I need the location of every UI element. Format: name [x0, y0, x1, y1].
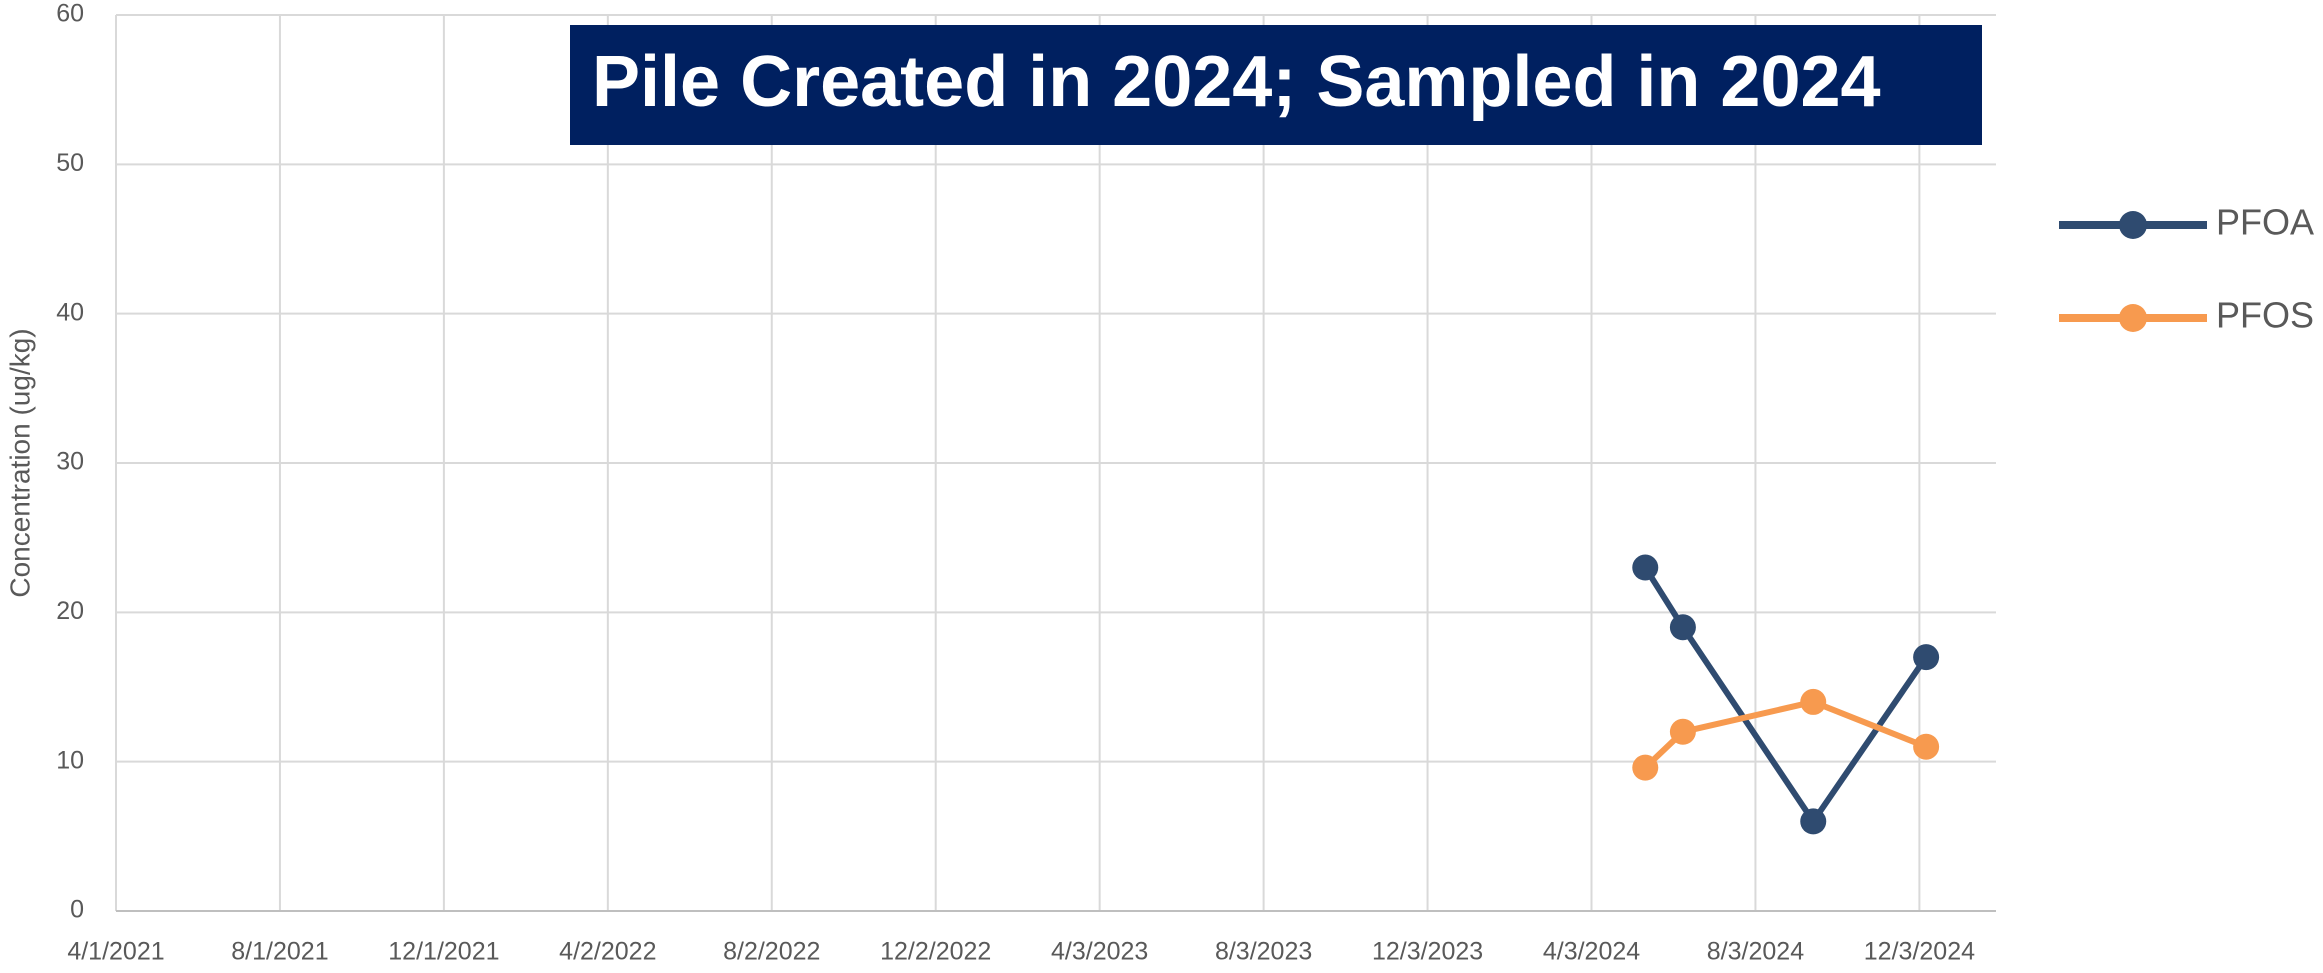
- y-tick-label: 60: [56, 0, 84, 28]
- legend-marker: [2119, 304, 2147, 332]
- y-tick-label: 20: [56, 597, 84, 625]
- x-tick-label: 8/2/2022: [723, 938, 820, 966]
- y-tick-label: 10: [56, 746, 84, 774]
- legend-label: PFOS: [2216, 295, 2314, 336]
- x-tick-label: 12/1/2021: [388, 938, 499, 966]
- x-tick-label: 4/1/2021: [67, 938, 164, 966]
- y-tick-label: 30: [56, 448, 84, 476]
- x-tick-label: 4/3/2024: [1543, 938, 1640, 966]
- x-tick-label: 4/3/2023: [1051, 938, 1148, 966]
- series-line: [1642, 565, 1929, 827]
- legend-label: PFOA: [2216, 202, 2314, 243]
- data-point: [1913, 644, 1940, 671]
- y-tick-label: 0: [70, 896, 84, 924]
- data-point: [1669, 718, 1696, 745]
- chart-title: Pile Created in 2024; Sampled in 2024: [592, 42, 1881, 122]
- y-axis-label: Concentration (ug/kg): [4, 328, 35, 597]
- data-point: [1800, 688, 1827, 715]
- x-tick-label: 8/1/2021: [231, 938, 328, 966]
- series-line: [1643, 698, 1928, 770]
- x-tick-label: 8/3/2023: [1215, 938, 1312, 966]
- x-tick-label: 4/2/2022: [559, 938, 656, 966]
- legend-marker: [2119, 211, 2147, 239]
- data-point: [1669, 614, 1696, 641]
- data-point: [1632, 754, 1659, 781]
- data-point: [1800, 808, 1827, 835]
- x-tick-label: 8/3/2024: [1707, 938, 1804, 966]
- y-tick-label: 40: [56, 298, 84, 326]
- data-point: [1632, 554, 1659, 581]
- data-point: [1913, 733, 1940, 760]
- x-tick-label: 12/2/2022: [880, 938, 991, 966]
- y-tick-label: 50: [56, 149, 84, 177]
- title-background: [570, 25, 1982, 145]
- x-tick-label: 12/3/2023: [1372, 938, 1483, 966]
- x-tick-label: 12/3/2024: [1864, 938, 1975, 966]
